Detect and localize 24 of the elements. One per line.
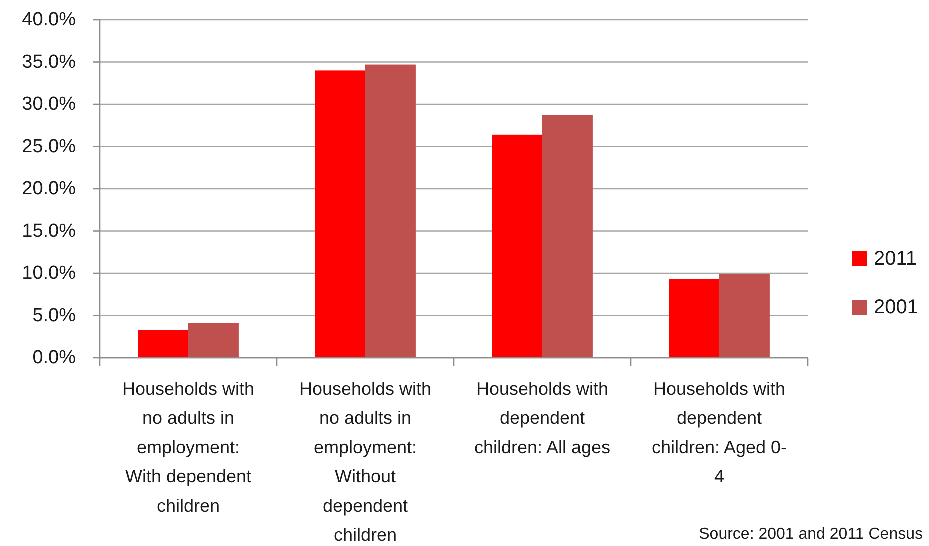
bar xyxy=(720,274,770,358)
bar xyxy=(542,115,593,358)
y-tick-label: 40.0% xyxy=(22,10,76,30)
bar xyxy=(669,279,720,358)
bar xyxy=(188,323,239,358)
y-tick-label: 20.0% xyxy=(22,178,76,200)
y-tick-label: 5.0% xyxy=(32,305,76,326)
y-tick-label: 0.0% xyxy=(32,348,76,368)
y-tick-label: 10.0% xyxy=(22,263,76,284)
x-tick-label: Households with no adults in employment: With dependent children xyxy=(122,379,255,516)
x-tick-label: Households with dependent children: All ages xyxy=(474,379,611,458)
y-tick-label: 15.0% xyxy=(22,220,76,242)
legend-label: 2011 xyxy=(874,248,918,270)
x-tick-label: Households with no adults in employment: Without dependent children xyxy=(299,379,432,545)
bar xyxy=(315,70,366,358)
bar xyxy=(366,64,416,358)
y-tick-label: 30.0% xyxy=(22,94,76,115)
y-tick-label: 35.0% xyxy=(22,52,76,73)
legend-label: 2001 xyxy=(874,296,918,318)
bar xyxy=(492,134,542,358)
x-tick-label: Households with dependent children: Aged 0-4 xyxy=(652,379,788,487)
source-note: Source: 2001 and 2011 Census xyxy=(699,526,923,543)
y-tick-label: 25.0% xyxy=(22,136,76,158)
bar xyxy=(138,330,188,358)
